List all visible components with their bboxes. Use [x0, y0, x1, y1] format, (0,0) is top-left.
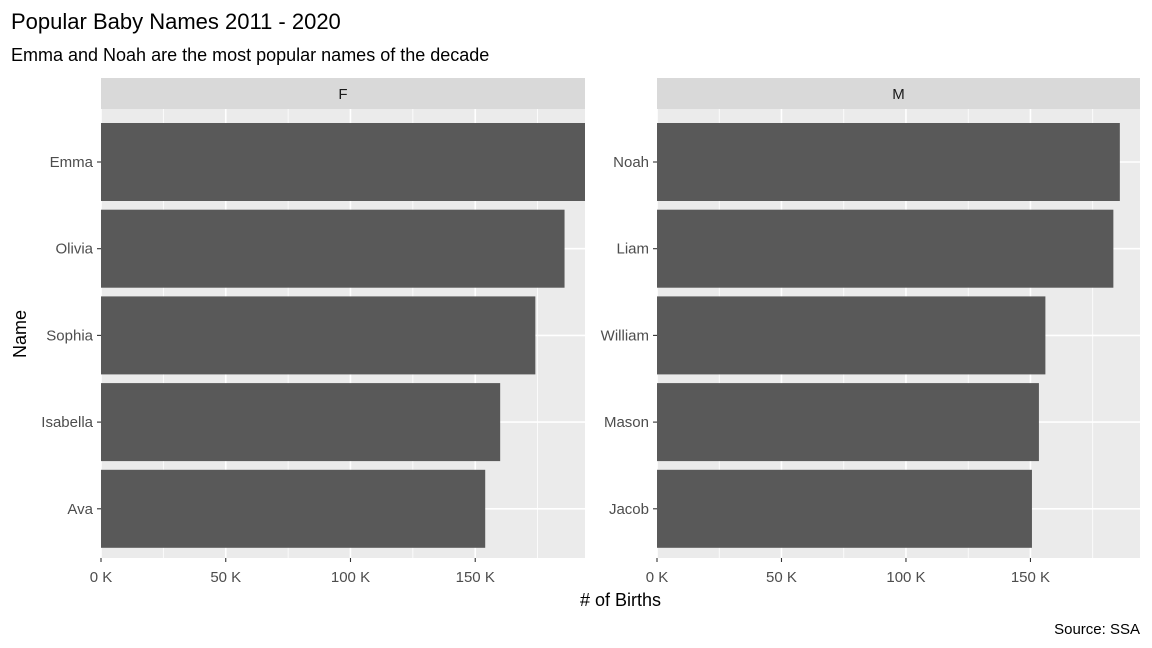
bar-noah	[657, 123, 1120, 201]
bar-isabella	[101, 383, 501, 462]
y-tick-label: William	[601, 327, 649, 344]
y-tick-label: Emma	[50, 154, 94, 171]
y-axis-title: Name	[10, 310, 30, 358]
y-tick-label: Olivia	[55, 241, 93, 258]
bar-olivia	[101, 209, 565, 288]
facets: F Emma Olivia Sophia Isabella Ava 0 K 50 K 100 K…	[41, 78, 1140, 586]
x-tick-label: 100 K	[331, 569, 370, 586]
x-axis-title: # of Births	[580, 590, 661, 610]
facet-panel-m: M Noah Liam William Mason Jacob 0 K 50 K 100 K 15…	[601, 78, 1140, 586]
x-tick-label: 150 K	[456, 569, 495, 586]
facet-strip-label: F	[338, 86, 347, 103]
bar-sophia	[101, 296, 536, 375]
bar-ava	[101, 469, 486, 548]
x-tick-label: 50 K	[210, 569, 241, 586]
y-tick-label: Jacob	[609, 501, 649, 518]
x-tick-label: 50 K	[766, 569, 797, 586]
y-tick-label: Isabella	[41, 414, 93, 431]
chart-title: Popular Baby Names 2011 - 2020	[11, 9, 341, 34]
x-tick-label: 100 K	[886, 569, 925, 586]
chart-subtitle: Emma and Noah are the most popular names…	[11, 45, 489, 65]
y-tick-label: Noah	[613, 154, 649, 171]
facet-panel-f: F Emma Olivia Sophia Isabella Ava 0 K 50 K 100 K…	[41, 78, 585, 586]
x-tick-label: 150 K	[1011, 569, 1050, 586]
x-tick-label: 0 K	[90, 569, 113, 586]
y-tick-label: Liam	[616, 241, 649, 258]
x-tick-label: 0 K	[646, 569, 669, 586]
y-tick-label: Mason	[604, 414, 649, 431]
bar-liam	[657, 209, 1114, 288]
facet-strip	[101, 78, 585, 109]
bar-jacob	[657, 469, 1032, 548]
bar-emma	[101, 123, 585, 201]
facet-strip	[657, 78, 1140, 109]
bar-william	[657, 296, 1046, 375]
y-tick-label: Sophia	[46, 327, 93, 344]
facet-strip-label: M	[892, 86, 905, 103]
y-tick-label: Ava	[67, 501, 93, 518]
chart-caption: Source: SSA	[1054, 621, 1140, 638]
bar-mason	[657, 383, 1039, 462]
